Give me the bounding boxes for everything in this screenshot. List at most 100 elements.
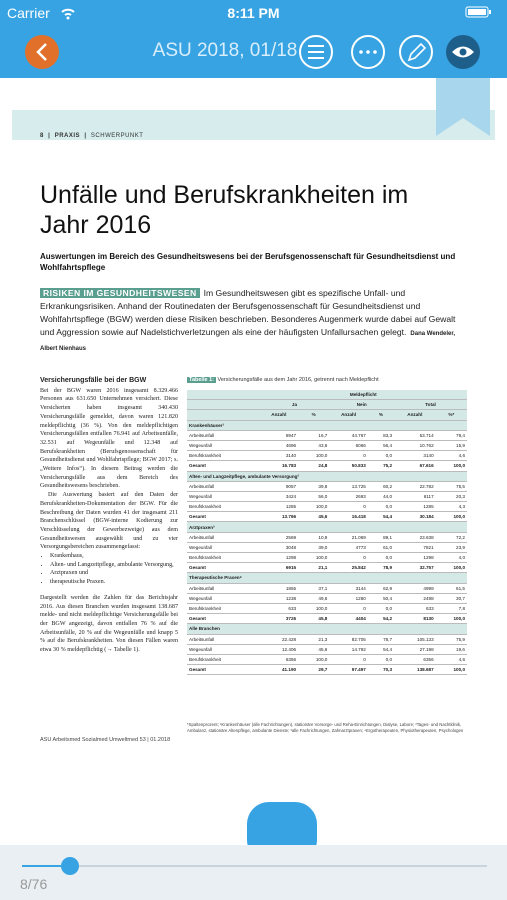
table-cell: 43,6 (298, 440, 330, 452)
group-title: Therapeutische Praxen⁴ (187, 572, 467, 584)
total-row: Gesamt 6915 21,1 25.842 78,9 32.757 100,0 (187, 562, 467, 574)
list-item: Arztpraxen und (50, 569, 178, 578)
menu-tab[interactable] (247, 802, 317, 846)
table-cell: 16,7 (298, 430, 330, 441)
group-title: Alle Branchen (187, 623, 467, 635)
table-cell: Wegeunfall (187, 440, 260, 452)
table-cell: 6915 (259, 562, 299, 574)
table-cell: Gesamt (187, 460, 260, 472)
table-cell: 1260 (329, 593, 368, 604)
table-cell: 72,2 (435, 532, 467, 543)
table-cell: Berufskrankheit (187, 552, 260, 564)
table-cell: 4,0 (435, 552, 467, 564)
page-indicator: 8/76 (20, 876, 48, 892)
table-cell: 45,6 (298, 644, 330, 655)
table-cell: 3424 (259, 491, 299, 503)
table-cell: 100,0 (435, 562, 467, 574)
table-cell: 97.497 (329, 664, 368, 676)
group-title: Alten- und Langzeitpflege, ambulante Ver… (187, 471, 467, 482)
table-cell: 100,0 (435, 664, 467, 676)
table-cell: 54,4 (367, 644, 395, 655)
table-cell: Arbeitsunfall (187, 430, 260, 441)
table-cell: 6117 (394, 491, 436, 503)
list-item: therapeutische Praxen. (50, 578, 178, 587)
table-cell: 6356 (394, 654, 436, 666)
table-row: Wegeunfall 1238 49,6 1260 50,4 2498 30,7 (187, 593, 467, 604)
table-row: Arbeitsunfall 1855 37,1 3144 62,9 4999 61,5 (187, 583, 467, 594)
list-item: Krankenhaus, (50, 552, 178, 561)
table-cell: 25.842 (329, 562, 368, 574)
table-cell: 633 (394, 603, 436, 615)
table-row: Arbeitsunfall 2569 10,9 21.069 89,1 23.638 72,… (187, 532, 467, 543)
header-cell: Anzahl (394, 409, 436, 421)
table-cell: 3140 (394, 450, 436, 462)
header-cell (187, 390, 260, 401)
authors: Dana Wendeler, Albert Nienhaus (40, 331, 455, 352)
view-button[interactable] (446, 35, 480, 69)
header-cell: Anzahl (259, 409, 299, 421)
paragraph: Bei der BGW waren 2016 insgesamt 8.329.4… (40, 387, 178, 490)
table-row: Berufskrankheit 6356 100,0 0 0,0 6356 4,6 (187, 654, 467, 666)
table-cell: 53.714 (394, 430, 436, 441)
table-cell: 20,3 (435, 491, 467, 503)
table-cell: 50,4 (367, 593, 395, 604)
table-cell: 0 (329, 552, 368, 564)
header-cell (187, 409, 260, 421)
table-cell: 3048 (259, 542, 299, 554)
table-cell: 4999 (394, 583, 436, 594)
table-cell: Gesamt (187, 562, 260, 574)
table-cell: 2569 (259, 532, 299, 543)
table-cell: 54,4 (367, 511, 395, 523)
table-cell: 45,6 (298, 511, 330, 523)
table-cell: 56,4 (367, 440, 395, 452)
table-cell: 0 (329, 450, 368, 462)
paragraph: Die Auswertung basiert auf den Daten der… (40, 492, 178, 551)
table-cell: 82.705 (329, 634, 368, 645)
table-cell: Wegeunfall (187, 491, 260, 503)
edit-button[interactable] (399, 35, 433, 69)
table-cell: 8130 (394, 613, 436, 625)
table-cell: 22.782 (394, 481, 436, 492)
table-cell: 4,3 (435, 501, 467, 513)
more-button[interactable] (351, 35, 385, 69)
table-cell: 1298 (394, 552, 436, 564)
header-cell: Meldepflicht (259, 390, 467, 401)
table-cell: 100,0 (298, 552, 330, 564)
article-title: Unfälle und Berufskrankheiten im Jahr 20… (40, 181, 409, 239)
page-slider[interactable] (0, 845, 507, 875)
table-row: Wegeunfall 4696 43,6 6066 56,4 10.762 15,9 (187, 440, 467, 452)
table-cell: 23.638 (394, 532, 436, 543)
table-cell: 22.428 (259, 634, 299, 645)
group-row: Alle Branchen (187, 623, 467, 635)
carrier: Carrier (7, 5, 50, 21)
table-cell: 1298 (259, 552, 299, 564)
header-cell: Nein (329, 399, 395, 411)
header-cell: Total (394, 399, 467, 411)
table-cell: 14.792 (329, 644, 368, 655)
total-row: Gesamt 13.766 45,6 16.418 54,4 30.184 100,0 (187, 511, 467, 523)
total-row: Gesamt 3726 45,8 4404 54,2 8130 100,0 (187, 613, 467, 625)
paragraph: Dargestellt werden die Zahlen für das Be… (40, 594, 178, 654)
back-button[interactable] (25, 35, 59, 69)
table-cell: Wegeunfall (187, 542, 260, 554)
header-cell: %* (435, 409, 467, 421)
text-column: Versicherungsfälle bei der BGW Bei der B… (40, 377, 178, 655)
table-cell: Arbeitsunfall (187, 481, 260, 492)
table-cell: 7,8 (435, 603, 467, 615)
header-cell: % (298, 409, 330, 421)
table-cell: 100,0 (298, 654, 330, 666)
table-cell: 39,8 (298, 481, 330, 492)
group-row: Therapeutische Praxen⁴ (187, 572, 467, 584)
table-cell: 27.198 (394, 644, 436, 655)
total-row: Gesamt 41.190 29,7 97.497 70,3 138.687 100,0 (187, 664, 467, 676)
table-cell: 41.190 (259, 664, 299, 676)
document-title: ASU 2018, 01/18 (152, 40, 298, 61)
table-cell: 100,0 (298, 450, 330, 462)
table-cell: 100,0 (435, 613, 467, 625)
table-row: Berufskrankheit 3140 100,0 0 0,0 3140 4,6 (187, 450, 467, 462)
toc-button[interactable] (299, 35, 333, 69)
table-cell: 1238 (259, 593, 299, 604)
bookmark-ribbon[interactable] (436, 78, 490, 138)
table-cell: 4773 (329, 542, 368, 554)
table-cell: 29,7 (298, 664, 330, 676)
